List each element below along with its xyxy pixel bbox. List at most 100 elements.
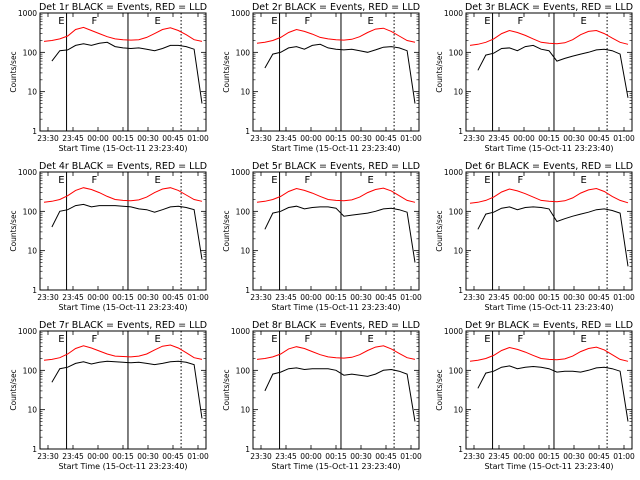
event-marker-label: E (271, 175, 277, 186)
y-tick-label: 1 (245, 286, 250, 295)
y-tick-label: 10 (240, 406, 250, 415)
panel-title: Det 7r BLACK = Events, RED = LLD (39, 320, 207, 331)
y-tick-label: 1 (32, 127, 37, 136)
y-tick-label: 1000 (231, 9, 250, 18)
y-axis-label: Counts/sec (435, 210, 444, 251)
lld-series-line (469, 346, 629, 362)
x-tick-label: 00:00 (300, 293, 322, 302)
y-axis-label: Counts/sec (9, 369, 18, 410)
y-tick-label: 10 (27, 247, 37, 256)
event-marker-label: F (304, 16, 310, 27)
x-tick-label: 00:00 (87, 293, 109, 302)
x-tick-label: 00:15 (112, 452, 134, 461)
x-tick-label: 00:15 (112, 134, 134, 143)
y-axis-label: Counts/sec (222, 369, 231, 410)
y-tick-label: 100 (23, 48, 38, 57)
y-tick-label: 1 (245, 445, 250, 454)
event-marker-label: E (368, 334, 374, 345)
x-tick-label: 23:30 (463, 452, 485, 461)
x-axis-label: Start Time (15-Oct-11 23:23:40) (58, 303, 187, 312)
y-tick-label: 10 (240, 247, 250, 256)
panel-title: Det 1r BLACK = Events, RED = LLD (39, 2, 207, 13)
x-tick-label: 23:45 (275, 134, 297, 143)
x-tick-label: 00:00 (513, 293, 535, 302)
y-tick-label: 1000 (18, 9, 37, 18)
y-tick-label: 100 (236, 207, 251, 216)
x-axis-label: Start Time (15-Oct-11 23:23:40) (271, 303, 400, 312)
event-marker-label: F (304, 175, 310, 186)
x-tick-label: 00:15 (538, 293, 560, 302)
event-marker-label: E (155, 16, 161, 27)
x-tick-label: 23:45 (62, 293, 84, 302)
x-tick-label: 00:00 (513, 452, 535, 461)
x-tick-label: 23:30 (250, 134, 272, 143)
panel-title: Det 5r BLACK = Events, RED = LLD (252, 161, 420, 172)
events-series-line (264, 43, 416, 104)
event-marker-label: F (91, 16, 97, 27)
x-axis-label: Start Time (15-Oct-11 23:23:40) (484, 303, 613, 312)
x-tick-label: 00:00 (87, 452, 109, 461)
x-axis-label: Start Time (15-Oct-11 23:23:40) (484, 144, 613, 153)
events-series-line (264, 205, 416, 263)
event-marker-label: E (484, 334, 490, 345)
x-tick-label: 23:30 (250, 293, 272, 302)
y-tick-label: 1 (245, 127, 250, 136)
y-tick-label: 1 (458, 445, 463, 454)
x-tick-label: 01:00 (187, 452, 209, 461)
x-tick-label: 00:30 (563, 293, 585, 302)
x-tick-label: 00:45 (588, 134, 610, 143)
x-tick-label: 00:45 (162, 134, 184, 143)
detector-panel: Det 9r BLACK = Events, RED = LLD 1 10 100 10… (435, 320, 635, 471)
x-tick-label: 00:45 (162, 293, 184, 302)
x-tick-label: 00:00 (300, 452, 322, 461)
x-tick-label: 23:30 (37, 452, 59, 461)
y-axis-label: Counts/sec (9, 51, 18, 92)
panel-title: Det 8r BLACK = Events, RED = LLD (252, 320, 420, 331)
x-tick-label: 00:15 (112, 293, 134, 302)
event-marker-label: F (91, 175, 97, 186)
event-marker-label: F (517, 16, 523, 27)
y-tick-label: 100 (449, 207, 464, 216)
x-axis-label: Start Time (15-Oct-11 23:23:40) (271, 144, 400, 153)
y-tick-label: 100 (236, 48, 251, 57)
detector-panel: Det 7r BLACK = Events, RED = LLD 1 10 100 10… (9, 320, 209, 471)
event-marker-label: E (581, 334, 587, 345)
x-axis-label: Start Time (15-Oct-11 23:23:40) (271, 462, 400, 471)
x-tick-label: 01:00 (400, 293, 422, 302)
panel-title: Det 3r BLACK = Events, RED = LLD (465, 2, 633, 13)
events-series-line (51, 203, 203, 260)
x-tick-label: 01:00 (400, 134, 422, 143)
x-tick-label: 01:00 (613, 452, 635, 461)
lld-series-line (256, 187, 416, 203)
event-marker-label: F (91, 334, 97, 345)
y-tick-label: 10 (453, 88, 463, 97)
y-tick-label: 10 (453, 247, 463, 256)
lld-series-line (43, 26, 203, 42)
events-series-line (477, 365, 629, 422)
detector-panel: Det 2r BLACK = Events, RED = LLD 1 10 100 10… (222, 2, 422, 153)
y-tick-label: 1000 (18, 168, 37, 177)
y-tick-label: 100 (23, 366, 38, 375)
x-tick-label: 23:45 (275, 452, 297, 461)
detector-panel: Det 3r BLACK = Events, RED = LLD 1 10 100 10… (435, 2, 635, 153)
x-tick-label: 01:00 (400, 452, 422, 461)
x-tick-label: 23:45 (62, 134, 84, 143)
panel-title: Det 4r BLACK = Events, RED = LLD (39, 161, 207, 172)
y-tick-label: 1 (458, 127, 463, 136)
x-tick-label: 23:45 (275, 293, 297, 302)
y-tick-label: 10 (27, 406, 37, 415)
x-tick-label: 00:15 (538, 452, 560, 461)
y-tick-label: 100 (449, 366, 464, 375)
y-tick-label: 1000 (444, 168, 463, 177)
x-axis-label: Start Time (15-Oct-11 23:23:40) (484, 462, 613, 471)
x-tick-label: 00:15 (325, 452, 347, 461)
x-tick-label: 23:30 (250, 452, 272, 461)
x-tick-label: 00:30 (350, 293, 372, 302)
x-tick-label: 01:00 (187, 134, 209, 143)
events-series-line (477, 206, 629, 267)
y-tick-label: 1 (458, 286, 463, 295)
lld-series-line (43, 187, 203, 203)
y-tick-label: 1000 (231, 327, 250, 336)
y-tick-label: 1000 (231, 168, 250, 177)
event-marker-label: E (58, 334, 64, 345)
